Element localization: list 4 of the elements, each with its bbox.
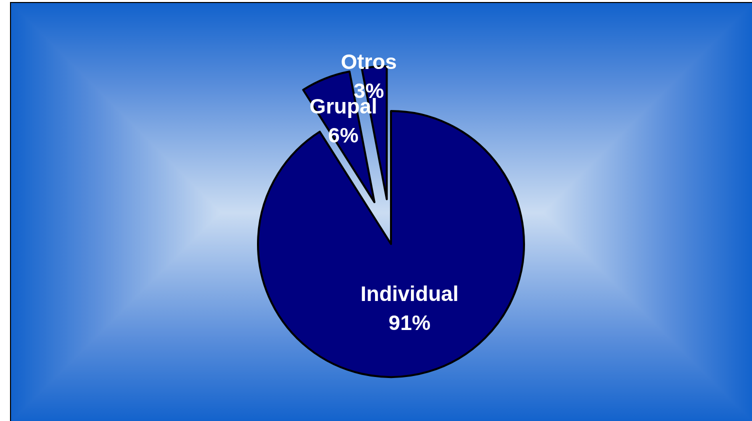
slice-label: Individual (360, 282, 459, 305)
slice-label: Otros (340, 50, 397, 74)
data-label: 6% (328, 124, 359, 147)
data-label: 91% (388, 310, 431, 334)
